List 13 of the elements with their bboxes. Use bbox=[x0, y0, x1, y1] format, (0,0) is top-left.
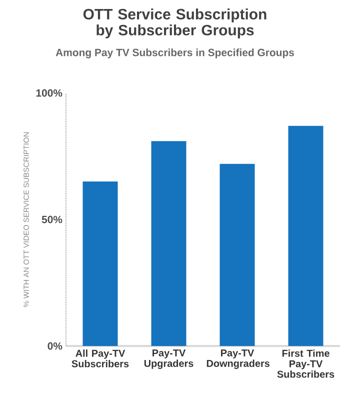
bar bbox=[82, 182, 118, 346]
y-tick-label: 100% bbox=[36, 89, 62, 97]
y-tick-label: 0% bbox=[48, 342, 62, 350]
chart-subtitle: Among Pay TV Subscribers in Specified Groups bbox=[56, 48, 294, 58]
x-tick-label: All Pay-TV Subscribers bbox=[72, 350, 129, 368]
bar bbox=[151, 141, 186, 346]
x-tick-label: Pay-TV Downgraders bbox=[206, 350, 270, 369]
bar bbox=[288, 126, 324, 346]
bar bbox=[220, 164, 255, 346]
x-tick-label: Pay-TV Upgraders bbox=[144, 350, 194, 369]
y-tick-label: 50% bbox=[42, 216, 62, 224]
chart-title: OTT Service Subscription by Subscriber Groups bbox=[83, 8, 266, 38]
x-tick-label: First Time Pay-TV Subscribers bbox=[277, 350, 334, 378]
